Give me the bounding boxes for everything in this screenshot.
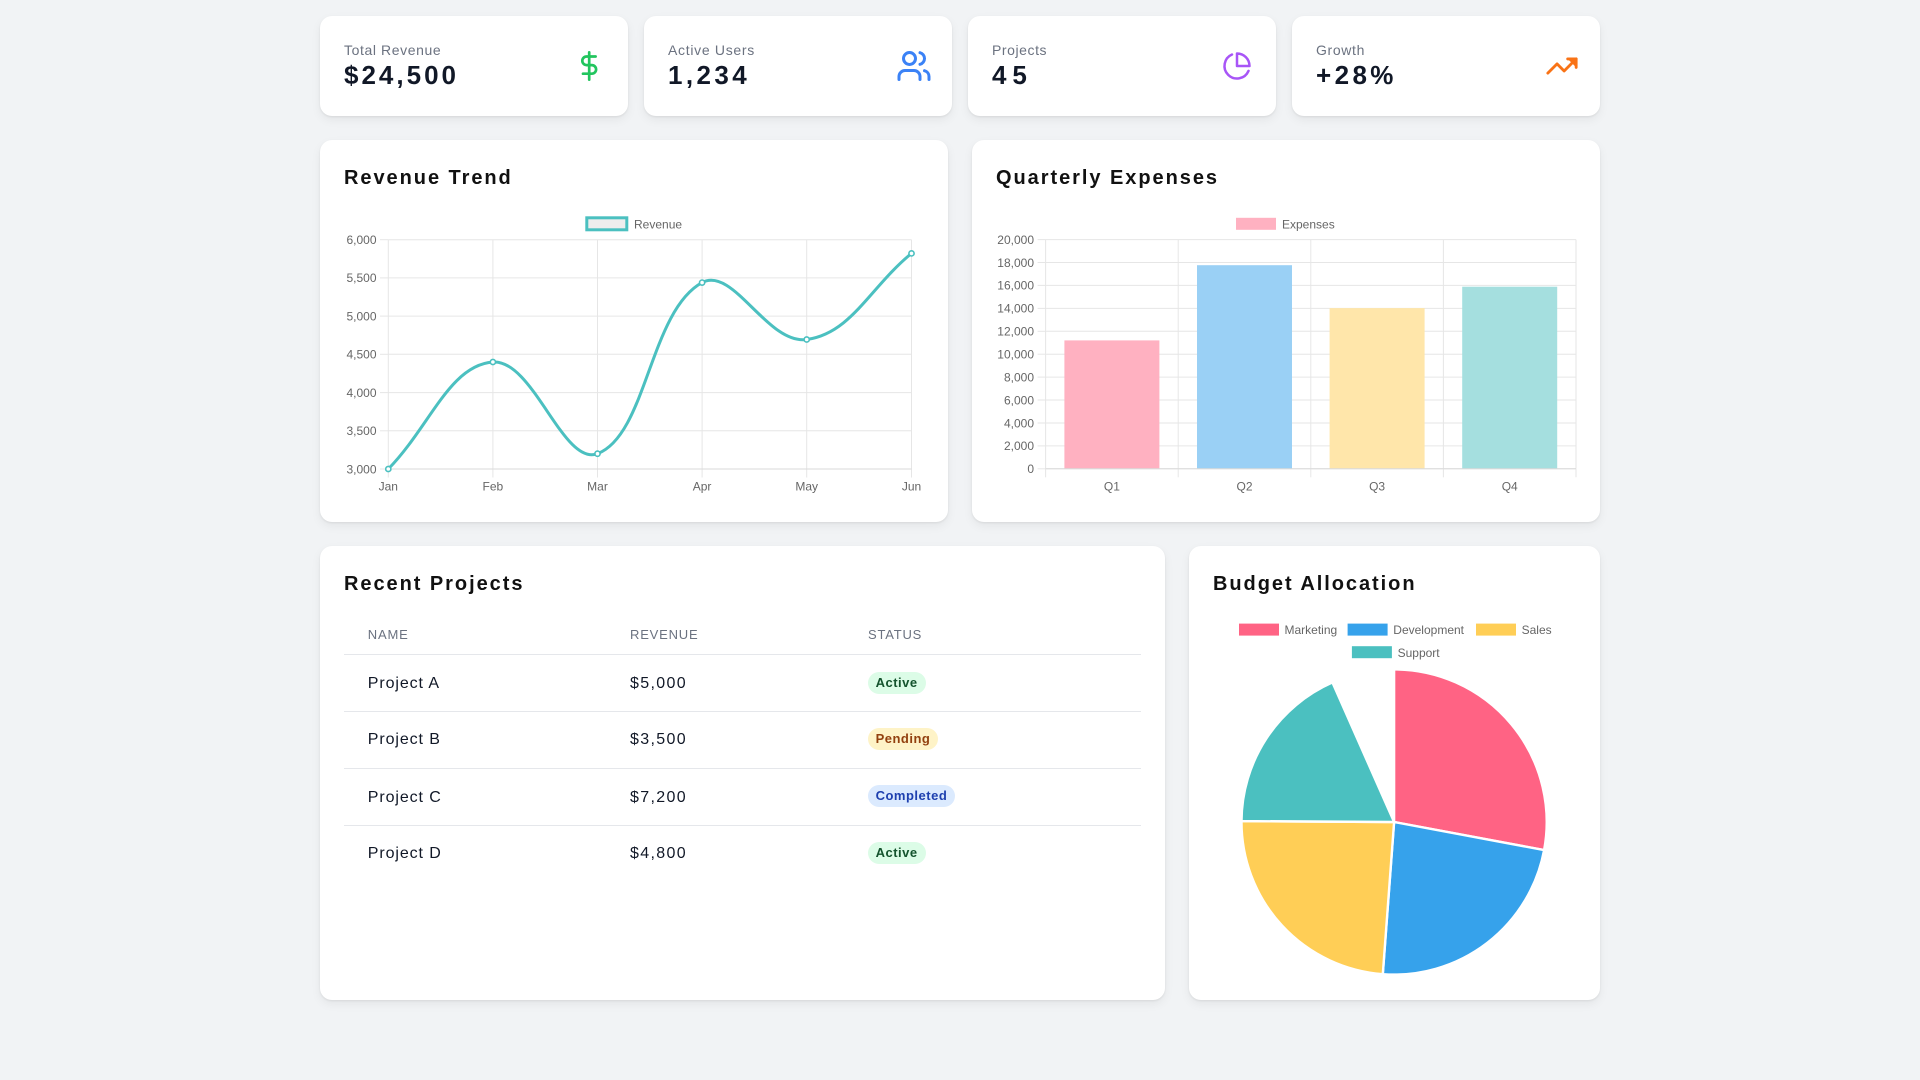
svg-text:Revenue: Revenue: [634, 218, 682, 232]
svg-text:Q1: Q1: [1104, 480, 1120, 494]
svg-text:Q2: Q2: [1236, 480, 1252, 494]
svg-text:16,000: 16,000: [997, 279, 1034, 293]
svg-text:3,500: 3,500: [346, 424, 376, 438]
svg-text:14,000: 14,000: [997, 302, 1034, 316]
svg-text:4,500: 4,500: [346, 348, 376, 362]
svg-text:5,500: 5,500: [346, 271, 376, 285]
svg-text:8,000: 8,000: [1004, 370, 1034, 384]
svg-text:Q3: Q3: [1369, 480, 1385, 494]
svg-text:Marketing: Marketing: [1285, 623, 1338, 637]
svg-text:Jan: Jan: [379, 480, 398, 494]
svg-text:12,000: 12,000: [997, 325, 1034, 339]
svg-text:Development: Development: [1393, 623, 1464, 637]
svg-text:4,000: 4,000: [346, 386, 376, 400]
svg-text:Support: Support: [1398, 646, 1441, 660]
svg-text:6,000: 6,000: [346, 233, 376, 247]
svg-text:Expenses: Expenses: [1282, 218, 1335, 232]
svg-text:Jun: Jun: [902, 480, 921, 494]
svg-text:Sales: Sales: [1522, 623, 1552, 637]
svg-text:Mar: Mar: [587, 480, 608, 494]
svg-text:May: May: [795, 480, 818, 494]
svg-text:5,000: 5,000: [346, 309, 376, 323]
svg-text:Apr: Apr: [693, 480, 712, 494]
svg-text:18,000: 18,000: [997, 256, 1034, 270]
svg-text:Feb: Feb: [483, 480, 504, 494]
svg-text:2,000: 2,000: [1004, 439, 1034, 453]
svg-text:0: 0: [1027, 462, 1034, 476]
svg-text:20,000: 20,000: [997, 233, 1034, 247]
svg-text:10,000: 10,000: [997, 348, 1034, 362]
svg-text:3,000: 3,000: [346, 462, 376, 476]
svg-text:4,000: 4,000: [1004, 416, 1034, 430]
svg-text:Q4: Q4: [1502, 480, 1518, 494]
svg-text:6,000: 6,000: [1004, 393, 1034, 407]
